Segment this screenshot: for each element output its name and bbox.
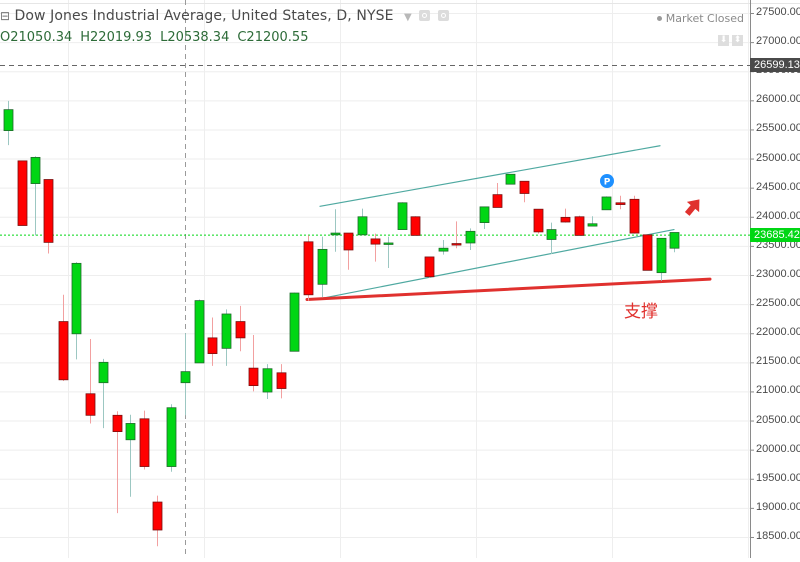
candle-up[interactable] <box>71 262 82 335</box>
candle-up[interactable] <box>30 156 41 184</box>
price-axis-label: 23000.00 <box>756 267 800 280</box>
candle-up[interactable] <box>397 202 408 230</box>
price-axis-label: 27500.00 <box>756 6 800 18</box>
low-value: L20538.34 <box>160 30 230 45</box>
candle-up[interactable] <box>479 206 490 223</box>
price-axis-label: 20500.00 <box>756 413 800 426</box>
price-axis-label: 27000.00 <box>756 35 800 48</box>
price-axis-label: 20000.00 <box>756 442 800 455</box>
candle-down[interactable] <box>629 198 640 234</box>
candle-down[interactable] <box>152 501 163 531</box>
market-status: Market Closed <box>656 12 744 25</box>
collapse-icon[interactable]: ⊟ <box>0 9 11 23</box>
candle-down[interactable] <box>207 337 218 354</box>
candle-up[interactable] <box>125 423 136 441</box>
candle-down[interactable] <box>17 160 28 226</box>
candle-down[interactable] <box>533 208 544 233</box>
candle-up[interactable] <box>166 407 177 467</box>
close-value: C21200.55 <box>237 30 309 45</box>
candle-down[interactable] <box>424 256 435 278</box>
price-axis-label: 25500.00 <box>756 122 800 135</box>
price-axis-label: 18500.00 <box>756 529 800 542</box>
price-axis-label: 24500.00 <box>756 180 800 193</box>
arrow-shape <box>684 199 700 216</box>
candle-up[interactable] <box>465 230 476 244</box>
market-buttons: ⬇ ⬍ <box>715 27 743 46</box>
candle-down[interactable] <box>235 321 246 339</box>
symbol-title: Dow Jones Industrial Average, United Sta… <box>14 8 394 24</box>
candle-up[interactable] <box>317 248 328 285</box>
candle-down[interactable] <box>642 234 653 271</box>
candle-up[interactable] <box>98 361 109 384</box>
candle-down[interactable] <box>519 180 530 194</box>
candle-down[interactable] <box>43 179 54 243</box>
candle-down[interactable] <box>112 414 123 433</box>
current-price-tag: 23685.42 <box>750 228 800 243</box>
price-axis-label: 19000.00 <box>756 500 800 513</box>
market-status-dot-icon <box>656 16 662 21</box>
candle-down[interactable] <box>492 194 503 208</box>
candle-down[interactable] <box>58 321 69 381</box>
candle-down[interactable] <box>574 216 585 236</box>
candle-down[interactable] <box>451 243 462 246</box>
candle-down[interactable] <box>560 216 571 223</box>
visibility-eye-icon[interactable] <box>419 10 431 21</box>
candle-up[interactable] <box>357 216 368 236</box>
candle-up[interactable] <box>194 300 205 364</box>
candle-down[interactable] <box>303 241 314 296</box>
price-axis-label: 21000.00 <box>756 384 800 397</box>
legend-menu-chevron-icon[interactable]: ▼ <box>403 12 412 23</box>
candle-up[interactable] <box>3 109 14 132</box>
price-axis-label: 22500.00 <box>756 297 800 310</box>
candle-up[interactable] <box>221 313 232 349</box>
high-value: H22019.93 <box>80 30 153 45</box>
download-icon[interactable]: ⬇ <box>718 35 729 46</box>
candle-up[interactable] <box>656 237 667 274</box>
price-axis-label: 26000.00 <box>756 93 800 106</box>
candle-up[interactable] <box>438 247 449 252</box>
candle-up[interactable] <box>262 368 273 393</box>
support-line[interactable] <box>305 277 712 301</box>
candle-up[interactable] <box>505 173 516 185</box>
last-high-price-tag: 26599.13 <box>750 58 800 73</box>
candle-down[interactable] <box>276 372 287 389</box>
candle-up[interactable] <box>546 229 557 240</box>
candle-down[interactable] <box>410 216 421 236</box>
candle-down[interactable] <box>370 238 381 245</box>
candle-down[interactable] <box>85 393 96 416</box>
price-axis-label: 19500.00 <box>756 471 800 484</box>
settings-gear-icon[interactable] <box>437 10 449 21</box>
price-axis-label: 22000.00 <box>756 326 800 339</box>
candle-down[interactable] <box>343 232 354 251</box>
candle-up[interactable] <box>180 371 191 384</box>
channel-lower[interactable] <box>321 228 675 299</box>
candle-up[interactable] <box>330 232 341 236</box>
candle-up[interactable] <box>383 242 394 245</box>
candle-up[interactable] <box>289 292 300 352</box>
scale-icon[interactable]: ⬍ <box>732 35 743 46</box>
channel-upper[interactable] <box>319 145 661 207</box>
ohlc-values: O21050.34 H22019.93 L20538.34 C21200.55 <box>0 30 316 45</box>
p-marker-text: P <box>604 178 611 188</box>
price-axis-label: 24000.00 <box>756 209 800 222</box>
candle-up[interactable] <box>587 223 598 227</box>
price-axis-label: 21500.00 <box>756 355 800 368</box>
market-status-text: Market Closed <box>665 12 744 25</box>
candle-down[interactable] <box>615 202 626 205</box>
up-arrow-icon[interactable] <box>681 194 705 219</box>
open-value: O21050.34 <box>0 30 73 45</box>
chart-legend: ⊟ Dow Jones Industrial Average, United S… <box>0 8 449 24</box>
p-marker-icon[interactable] <box>600 174 614 188</box>
price-axis-label: 25000.00 <box>756 151 800 164</box>
candle-up[interactable] <box>601 196 612 211</box>
candle-down[interactable] <box>248 367 259 387</box>
candle-up[interactable] <box>669 232 680 249</box>
candle-down[interactable] <box>139 418 150 467</box>
support-annotation[interactable]: 支撑 <box>624 302 658 322</box>
